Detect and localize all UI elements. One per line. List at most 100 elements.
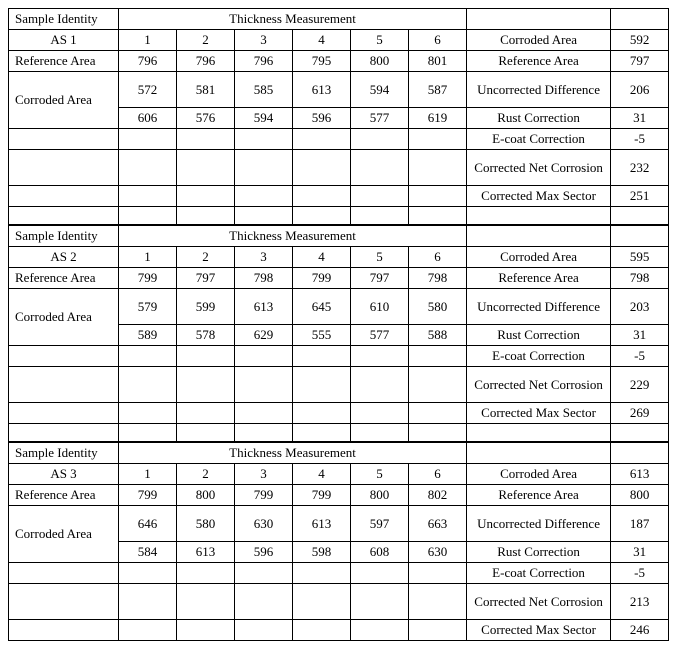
corroded-value: 629 bbox=[235, 325, 293, 346]
result-label: Corroded Area bbox=[467, 464, 611, 485]
corroded-value: 589 bbox=[119, 325, 177, 346]
corroded-value: 579 bbox=[119, 289, 177, 325]
header-thickness: Thickness Measurement bbox=[119, 9, 467, 30]
header-sample-identity: Sample Identity bbox=[9, 226, 119, 247]
corroded-value: 597 bbox=[351, 506, 409, 542]
separator bbox=[351, 424, 409, 442]
corroded-value: 578 bbox=[177, 325, 235, 346]
empty bbox=[119, 346, 177, 367]
reference-value: 797 bbox=[351, 268, 409, 289]
header-sample-identity: Sample Identity bbox=[9, 9, 119, 30]
result-label: Corrected Max Sector bbox=[467, 403, 611, 424]
empty bbox=[177, 186, 235, 207]
result-value: 251 bbox=[611, 186, 669, 207]
result-value: 592 bbox=[611, 30, 669, 51]
corroded-value: 596 bbox=[235, 542, 293, 563]
corroded-value: 588 bbox=[409, 325, 467, 346]
result-label: Corrected Net Corrosion bbox=[467, 150, 611, 186]
corroded-value: 598 bbox=[293, 542, 351, 563]
empty bbox=[235, 620, 293, 641]
empty bbox=[119, 620, 177, 641]
reference-value: 799 bbox=[119, 485, 177, 506]
empty bbox=[293, 563, 351, 584]
empty bbox=[293, 403, 351, 424]
corroded-value: 613 bbox=[235, 289, 293, 325]
empty bbox=[409, 367, 467, 403]
separator bbox=[177, 424, 235, 442]
separator bbox=[611, 207, 669, 225]
empty bbox=[119, 367, 177, 403]
corroded-value: 619 bbox=[409, 108, 467, 129]
separator bbox=[467, 207, 611, 225]
result-value: -5 bbox=[611, 129, 669, 150]
col-number: 2 bbox=[177, 464, 235, 485]
empty bbox=[9, 620, 119, 641]
result-label: Reference Area bbox=[467, 51, 611, 72]
empty bbox=[119, 563, 177, 584]
result-label: Corroded Area bbox=[467, 247, 611, 268]
corroded-value: 663 bbox=[409, 506, 467, 542]
empty bbox=[293, 620, 351, 641]
result-label: Uncorrected Difference bbox=[467, 289, 611, 325]
reference-value: 798 bbox=[235, 268, 293, 289]
reference-area-label: Reference Area bbox=[9, 51, 119, 72]
corroded-value: 581 bbox=[177, 72, 235, 108]
empty bbox=[9, 186, 119, 207]
empty bbox=[9, 563, 119, 584]
empty bbox=[177, 129, 235, 150]
empty bbox=[611, 9, 669, 30]
col-number: 2 bbox=[177, 30, 235, 51]
separator bbox=[9, 207, 119, 225]
col-number: 3 bbox=[235, 247, 293, 268]
result-value: 31 bbox=[611, 325, 669, 346]
empty bbox=[409, 563, 467, 584]
empty bbox=[235, 403, 293, 424]
corroded-value: 580 bbox=[409, 289, 467, 325]
col-number: 5 bbox=[351, 464, 409, 485]
reference-value: 799 bbox=[293, 485, 351, 506]
result-value: 187 bbox=[611, 506, 669, 542]
empty bbox=[235, 346, 293, 367]
corroded-value: 594 bbox=[351, 72, 409, 108]
corroded-value: 584 bbox=[119, 542, 177, 563]
corroded-value: 608 bbox=[351, 542, 409, 563]
separator bbox=[467, 424, 611, 442]
corroded-value: 555 bbox=[293, 325, 351, 346]
sample-id: AS 3 bbox=[9, 464, 119, 485]
col-number: 4 bbox=[293, 464, 351, 485]
corroded-value: 594 bbox=[235, 108, 293, 129]
corroded-area-label: Corroded Area bbox=[9, 289, 119, 346]
empty bbox=[409, 620, 467, 641]
corroded-value: 585 bbox=[235, 72, 293, 108]
empty bbox=[409, 186, 467, 207]
sample-table: Sample IdentityThickness MeasurementAS 1… bbox=[8, 8, 669, 225]
sample-table: Sample IdentityThickness MeasurementAS 3… bbox=[8, 442, 669, 641]
result-value: 797 bbox=[611, 51, 669, 72]
empty bbox=[351, 129, 409, 150]
result-value: 595 bbox=[611, 247, 669, 268]
col-number: 1 bbox=[119, 464, 177, 485]
reference-value: 801 bbox=[409, 51, 467, 72]
separator bbox=[293, 424, 351, 442]
empty bbox=[119, 150, 177, 186]
empty bbox=[177, 403, 235, 424]
empty bbox=[177, 563, 235, 584]
corroded-value: 577 bbox=[351, 108, 409, 129]
empty bbox=[351, 150, 409, 186]
empty bbox=[467, 9, 611, 30]
result-value: 613 bbox=[611, 464, 669, 485]
corroded-value: 599 bbox=[177, 289, 235, 325]
reference-value: 795 bbox=[293, 51, 351, 72]
reference-value: 798 bbox=[409, 268, 467, 289]
sample-id: AS 2 bbox=[9, 247, 119, 268]
reference-value: 796 bbox=[177, 51, 235, 72]
result-label: E-coat Correction bbox=[467, 129, 611, 150]
col-number: 2 bbox=[177, 247, 235, 268]
result-label: Uncorrected Difference bbox=[467, 72, 611, 108]
corroded-value: 610 bbox=[351, 289, 409, 325]
result-value: 213 bbox=[611, 584, 669, 620]
empty bbox=[119, 403, 177, 424]
empty bbox=[235, 186, 293, 207]
empty bbox=[293, 367, 351, 403]
col-number: 6 bbox=[409, 30, 467, 51]
